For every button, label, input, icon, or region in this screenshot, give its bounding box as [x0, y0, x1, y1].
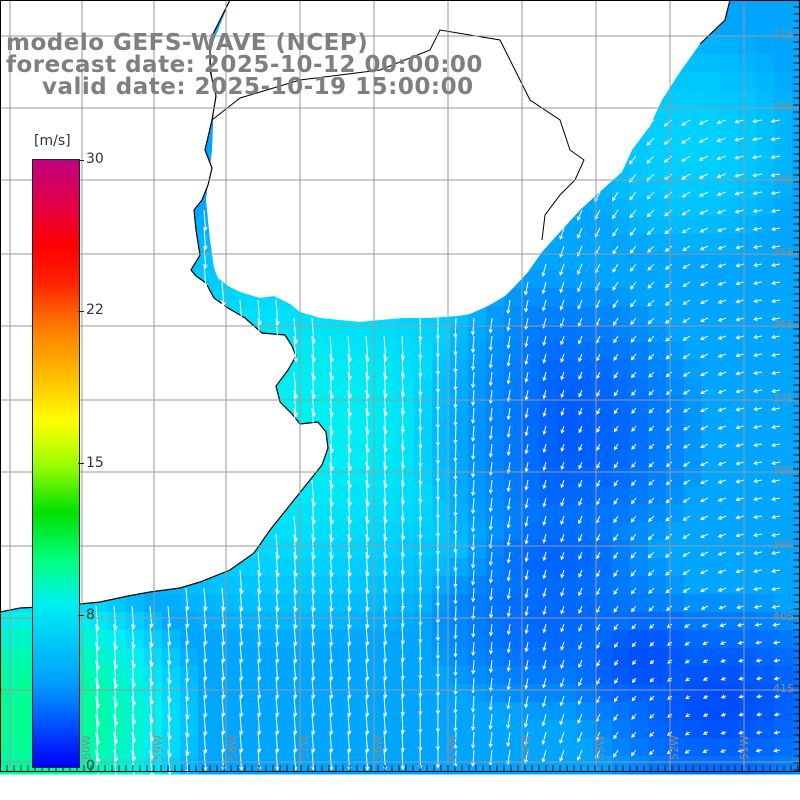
- lon-label: 51W: [738, 735, 751, 760]
- wind-vector-field: [95, 119, 781, 781]
- lat-label: 40S: [773, 610, 794, 623]
- colorbar-label: 8: [86, 607, 95, 623]
- lon-label: 57W: [298, 735, 311, 760]
- colorbar-unit: [m/s]: [34, 133, 71, 149]
- lon-label: 52W: [668, 735, 681, 760]
- lon-label: 53W: [594, 735, 607, 760]
- lon-label: 60W: [80, 735, 93, 760]
- lat-label: 33S: [773, 100, 794, 113]
- lat-label: 41S: [773, 682, 794, 695]
- graticule: [0, 0, 800, 772]
- colorbar-tick: [78, 463, 84, 464]
- colorbar-label-max: 30: [86, 151, 104, 167]
- colorbar-tick: [78, 160, 84, 161]
- lat-label: 37S: [773, 392, 794, 405]
- colorbar-label: 22: [86, 302, 104, 318]
- colorbar: [32, 159, 80, 768]
- lat-label: 31S: [773, 28, 794, 41]
- colorbar-tick: [78, 615, 84, 616]
- colorbar-label-min: 0: [86, 758, 95, 774]
- forecast-date: forecast date: 2025-10-12 00:00:00: [6, 52, 483, 78]
- coordinate-labels: 31S 33S 34S 35S 36S 37S 38S 39S 40S 41S 60W 59W 58W 5…: [80, 28, 794, 760]
- lat-label: 35S: [773, 246, 794, 259]
- colorbar-label: 15: [86, 455, 104, 471]
- lat-label: 39S: [773, 538, 794, 551]
- lon-label: 55W: [446, 735, 459, 760]
- lat-label: 36S: [773, 318, 794, 331]
- colorbar-tick: [78, 311, 84, 312]
- model-title: modelo GEFS-WAVE (NCEP): [6, 30, 369, 56]
- lon-label: 59W: [152, 735, 165, 760]
- lat-label: 34S: [773, 173, 794, 186]
- valid-date: valid date: 2025-10-19 15:00:00: [42, 74, 474, 100]
- lon-label: 56W: [372, 735, 385, 760]
- lon-label: 54W: [520, 735, 533, 760]
- lat-label: 38S: [773, 464, 794, 477]
- lon-label: 58W: [226, 735, 239, 760]
